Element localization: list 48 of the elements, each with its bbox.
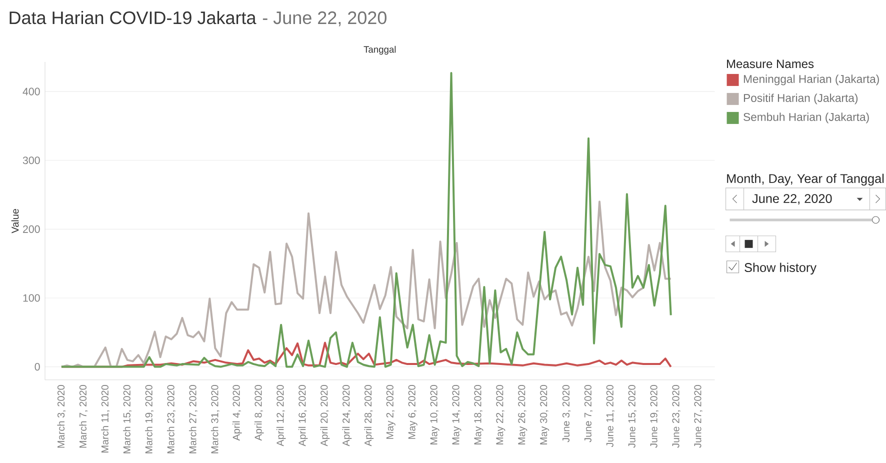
y-tick-label: 0: [34, 363, 40, 371]
y-axis-title: Value: [11, 209, 19, 234]
x-tick-label: May 26, 2020: [518, 385, 528, 444]
text: Month, Day, Year of Tanggal: [727, 174, 884, 186]
y-tick-label: 400: [22, 88, 40, 96]
x-tick-label: April 28, 2020: [364, 385, 374, 446]
x-tick-label: April 20, 2020: [320, 385, 330, 446]
x-tick-label: May 6, 2020: [408, 385, 418, 439]
x-tick-label: June 15, 2020: [628, 385, 637, 448]
x-tick-label: March 15, 2020: [123, 385, 132, 454]
x-tick-label: June 23, 2020: [672, 385, 680, 448]
legend-label: Positif Harian (Jakarta): [744, 94, 858, 104]
x-tick-label: March 19, 2020: [145, 385, 154, 454]
x-tick-label: April 24, 2020: [342, 385, 352, 446]
x-tick-label: May 14, 2020: [452, 385, 462, 444]
x-tick-label: March 31, 2020: [210, 385, 220, 454]
legend-title: Measure Names: [727, 60, 814, 68]
y-tick-label: 200: [23, 225, 40, 234]
x-tick-label: May 10, 2020: [430, 385, 440, 444]
x-tick-label: June 7, 2020: [584, 385, 593, 442]
x-tick-label: June 11, 2020: [606, 385, 615, 448]
legend-label: Sembuh Harian (Jakarta): [744, 112, 869, 124]
x-tick-label: April 16, 2020: [298, 385, 308, 446]
x-tick-label: June 3, 2020: [562, 385, 571, 442]
y-tick-label: 300: [22, 156, 40, 164]
x-tick-label: March 3, 2020: [57, 385, 66, 448]
x-tick-label: March 7, 2020: [79, 385, 88, 448]
line-series: [60, 200, 672, 368]
x-tick-label: May 2, 2020: [386, 385, 396, 439]
x-tick-label: March 27, 2020: [188, 385, 198, 454]
chart-title: Data Harian COVID-19 Jakarta: [10, 11, 256, 24]
x-tick-label: June 19, 2020: [650, 385, 659, 448]
x-tick-label: April 4, 2020: [232, 385, 242, 441]
x-axis-title: Tanggal: [364, 46, 396, 55]
x-tick-label: March 11, 2020: [101, 385, 110, 453]
line-series: [60, 72, 672, 368]
x-tick-label: June 27, 2020: [694, 385, 702, 448]
chart-subtitle: - June 22, 2020: [262, 12, 386, 26]
text: Show history: [744, 262, 816, 275]
x-tick-label: March 23, 2020: [167, 385, 176, 454]
x-tick-label: May 22, 2020: [496, 385, 506, 444]
x-tick-label: April 12, 2020: [276, 385, 286, 446]
legend-label: Meninggal Harian (Jakarta): [744, 74, 879, 86]
text: June 22, 2020: [752, 194, 832, 205]
y-tick-label: 100: [23, 294, 40, 302]
x-tick-label: May 30, 2020: [540, 385, 550, 444]
x-tick-label: April 8, 2020: [254, 385, 264, 441]
x-tick-label: May 18, 2020: [474, 385, 484, 444]
